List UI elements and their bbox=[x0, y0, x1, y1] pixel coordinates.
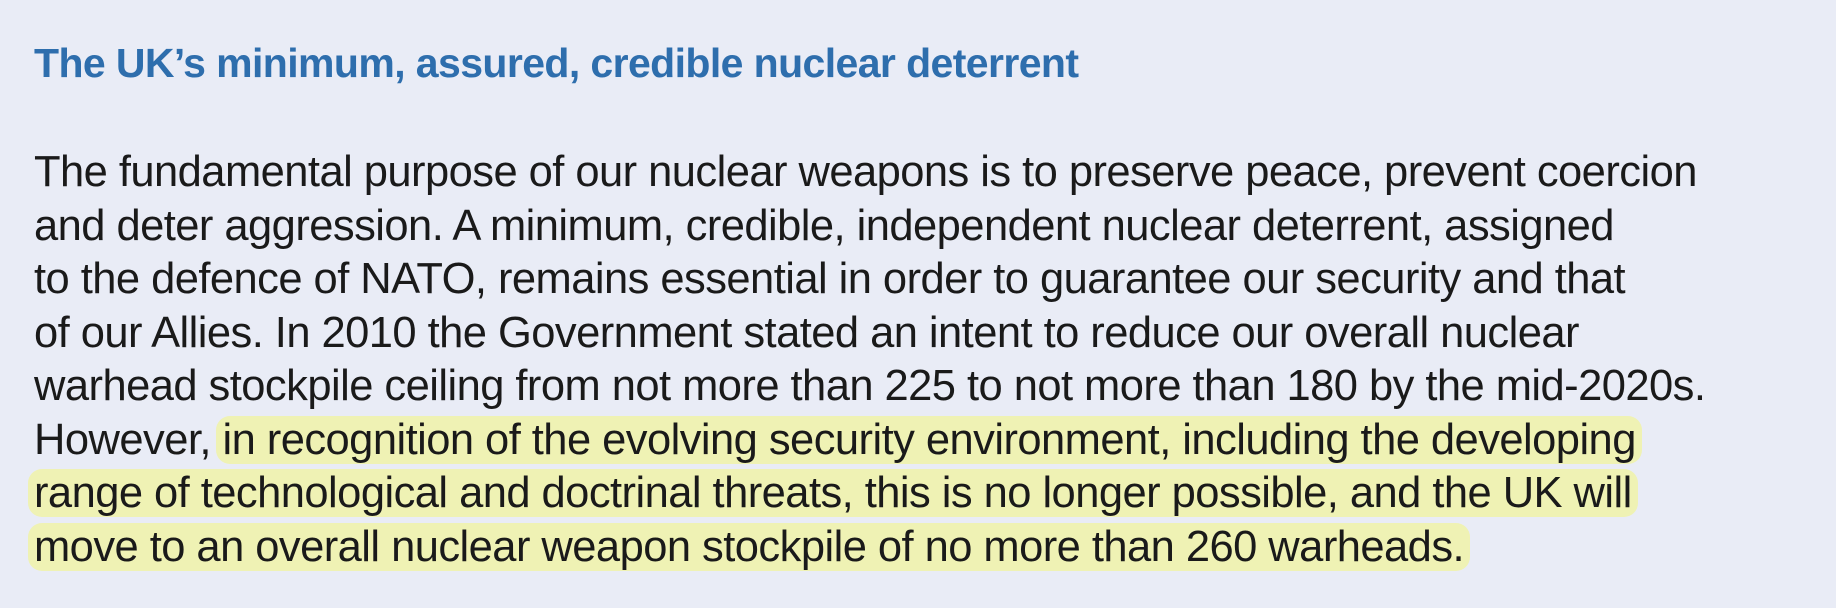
paragraph-line: range of technological and doctrinal thr… bbox=[28, 467, 1705, 521]
paragraph-line: warhead stockpile ceiling from not more … bbox=[34, 362, 1706, 410]
highlighted-text: range of technological and doctrinal thr… bbox=[28, 469, 1638, 517]
highlighted-text: in recognition of the evolving security … bbox=[216, 415, 1642, 464]
highlighted-text: move to an overall nuclear weapon stockp… bbox=[28, 522, 1471, 571]
plain-text: However, bbox=[34, 415, 223, 464]
paragraph-line: and deter aggression. A minimum, credibl… bbox=[34, 201, 1614, 250]
paragraph-line: The fundamental purpose of our nuclear w… bbox=[34, 148, 1697, 196]
paragraph-line: of our Allies. In 2010 the Government st… bbox=[34, 308, 1579, 357]
body-paragraph: The fundamental purpose of our nuclear w… bbox=[28, 146, 1706, 575]
paragraph-line: move to an overall nuclear weapon stockp… bbox=[28, 521, 1705, 575]
paragraph-line: to the defence of NATO, remains essentia… bbox=[34, 255, 1626, 303]
section-heading: The UK’s minimum, assured, credible nucl… bbox=[34, 40, 1079, 86]
paragraph-line: However, in recognition of the evolving … bbox=[34, 414, 1705, 468]
